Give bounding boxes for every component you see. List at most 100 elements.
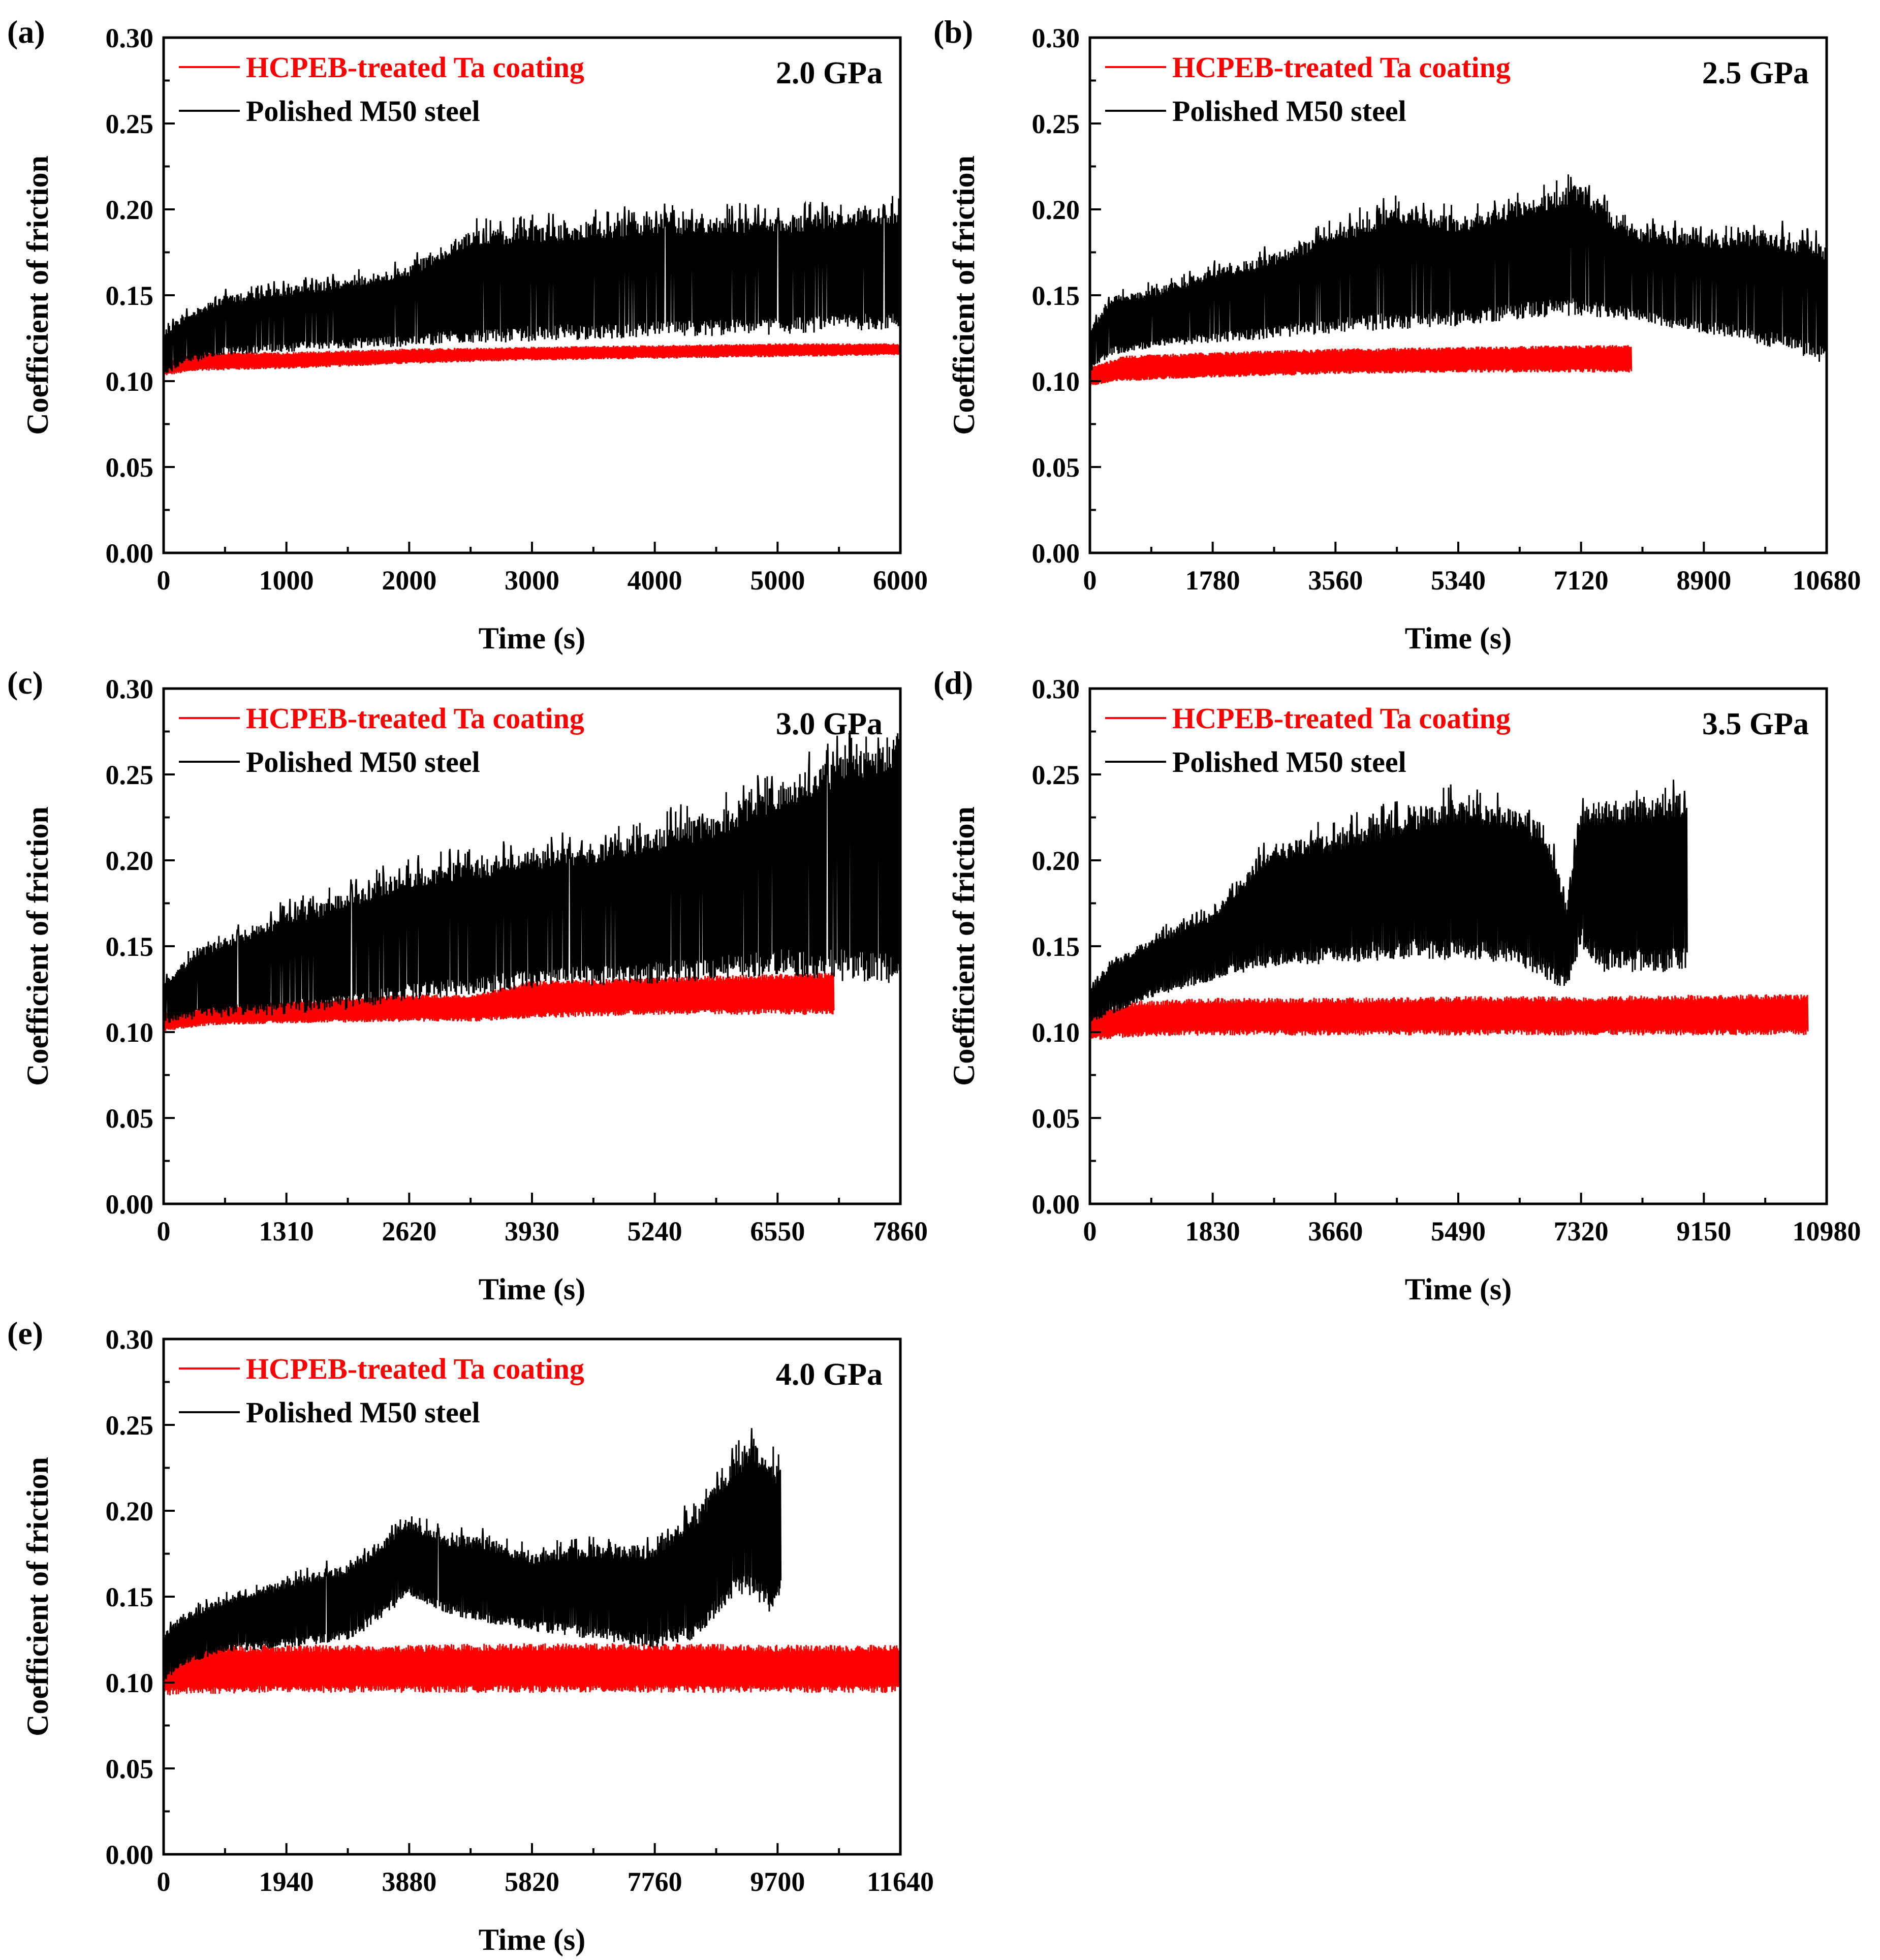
x-tick-label: 1780 bbox=[1185, 565, 1240, 596]
legend-label: HCPEB-treated Ta coating bbox=[1172, 51, 1511, 84]
y-tick-label: 0.15 bbox=[1032, 281, 1080, 311]
series-line-treated bbox=[163, 1642, 901, 1696]
series-line-steel bbox=[163, 196, 901, 374]
legend-label: HCPEB-treated Ta coating bbox=[246, 702, 584, 735]
pressure-annotation: 3.0 GPa bbox=[776, 707, 883, 741]
y-axis-label: Coefficient of friction bbox=[947, 806, 981, 1086]
x-tick-label: 0 bbox=[1083, 565, 1097, 596]
y-axis-label: Coefficient of friction bbox=[21, 806, 54, 1086]
y-tick-label: 0.05 bbox=[106, 1754, 154, 1784]
legend-label: Polished M50 steel bbox=[246, 1396, 480, 1429]
legend-label: Polished M50 steel bbox=[246, 745, 480, 779]
x-tick-label: 0 bbox=[1083, 1216, 1097, 1247]
panel-label: (e) bbox=[7, 1315, 43, 1351]
x-tick-label: 10980 bbox=[1793, 1216, 1861, 1247]
chart-panel-d: 0.00 0.05 0.10 0.15 0.20 0.25 0.30 0 1830 3660 549… bbox=[933, 665, 1861, 1306]
x-tick-label: 11640 bbox=[867, 1866, 934, 1897]
x-tick-label: 1830 bbox=[1185, 1216, 1240, 1247]
y-tick-label: 0.20 bbox=[106, 1496, 154, 1527]
y-tick-label: 0.30 bbox=[106, 23, 154, 53]
y-tick-label: 0.00 bbox=[106, 1189, 154, 1220]
legend-label: Polished M50 steel bbox=[246, 95, 480, 128]
y-axis-label: Coefficient of friction bbox=[21, 155, 54, 435]
x-tick-label: 8900 bbox=[1676, 565, 1731, 596]
y-tick-label: 0.00 bbox=[106, 1840, 154, 1870]
x-tick-label: 5490 bbox=[1431, 1216, 1486, 1247]
legend: HCPEB-treated Ta coating Polished M50 ste… bbox=[179, 1352, 584, 1429]
x-tick-label: 5820 bbox=[505, 1866, 559, 1897]
x-axis-label: Time (s) bbox=[1405, 621, 1512, 655]
x-tick-label: 7860 bbox=[873, 1216, 928, 1247]
series-line-steel bbox=[1089, 174, 1828, 372]
x-tick-label: 2620 bbox=[382, 1216, 436, 1247]
x-tick-label: 4000 bbox=[628, 565, 682, 596]
legend: HCPEB-treated Ta coating Polished M50 ste… bbox=[179, 51, 584, 128]
x-axis-label: Time (s) bbox=[479, 1923, 586, 1956]
x-axis-label: Time (s) bbox=[479, 621, 586, 655]
panel-label: (c) bbox=[7, 665, 43, 701]
x-tick-label: 3930 bbox=[505, 1216, 559, 1247]
x-axis-label: Time (s) bbox=[1405, 1272, 1512, 1306]
legend-label: HCPEB-treated Ta coating bbox=[246, 1352, 584, 1385]
chart-panel-c: 0.00 0.05 0.10 0.15 0.20 0.25 0.30 0 1310 2620 393… bbox=[7, 665, 928, 1306]
series-line-treated bbox=[1089, 994, 1809, 1040]
y-tick-label: 0.05 bbox=[1032, 452, 1080, 483]
y-tick-label: 0.10 bbox=[106, 1668, 154, 1698]
legend: HCPEB-treated Ta coating Polished M50 ste… bbox=[179, 702, 584, 779]
x-tick-label: 1000 bbox=[259, 565, 314, 596]
y-tick-label: 0.00 bbox=[106, 538, 154, 569]
x-axis-label: Time (s) bbox=[479, 1272, 586, 1306]
y-tick-label: 0.30 bbox=[106, 674, 154, 704]
x-tick-label: 3660 bbox=[1308, 1216, 1363, 1247]
x-tick-label: 3000 bbox=[505, 565, 559, 596]
legend-label: Polished M50 steel bbox=[1172, 745, 1406, 779]
y-tick-label: 0.05 bbox=[106, 452, 154, 483]
chart-panel-e: 0.00 0.05 0.10 0.15 0.20 0.25 0.30 0 1940 3880 582… bbox=[7, 1315, 934, 1956]
y-tick-label: 0.30 bbox=[1032, 674, 1080, 704]
x-tick-label: 5340 bbox=[1431, 565, 1486, 596]
x-tick-label: 1310 bbox=[259, 1216, 314, 1247]
x-tick-label: 3560 bbox=[1308, 565, 1363, 596]
pressure-annotation: 4.0 GPa bbox=[776, 1357, 883, 1392]
legend: HCPEB-treated Ta coating Polished M50 ste… bbox=[1105, 702, 1511, 779]
chart-panel-b: 0.00 0.05 0.10 0.15 0.20 0.25 0.30 0 1780 3560 534… bbox=[933, 14, 1861, 655]
y-tick-label: 0.20 bbox=[106, 195, 154, 225]
y-tick-label: 0.25 bbox=[106, 109, 154, 139]
x-tick-label: 1940 bbox=[259, 1866, 314, 1897]
legend-label: HCPEB-treated Ta coating bbox=[1172, 702, 1511, 735]
legend: HCPEB-treated Ta coating Polished M50 ste… bbox=[1105, 51, 1511, 128]
y-tick-label: 0.15 bbox=[106, 1582, 154, 1612]
x-tick-label: 0 bbox=[157, 1866, 171, 1897]
y-tick-label: 0.25 bbox=[106, 760, 154, 790]
y-tick-label: 0.15 bbox=[106, 281, 154, 311]
series-line-treated bbox=[1089, 345, 1633, 386]
x-tick-label: 6000 bbox=[873, 565, 928, 596]
x-tick-label: 10680 bbox=[1793, 565, 1861, 596]
x-tick-label: 7120 bbox=[1554, 565, 1609, 596]
y-tick-label: 0.10 bbox=[1032, 366, 1080, 397]
y-tick-label: 0.10 bbox=[106, 366, 154, 397]
pressure-annotation: 3.5 GPa bbox=[1702, 707, 1809, 741]
y-tick-label: 0.25 bbox=[1032, 760, 1080, 790]
y-tick-label: 0.30 bbox=[106, 1324, 154, 1355]
legend-label: Polished M50 steel bbox=[1172, 95, 1406, 128]
legend-label: HCPEB-treated Ta coating bbox=[246, 51, 584, 84]
x-tick-label: 9700 bbox=[750, 1866, 805, 1897]
series-line-treated bbox=[163, 343, 901, 376]
x-tick-label: 0 bbox=[157, 565, 171, 596]
x-tick-label: 5000 bbox=[750, 565, 805, 596]
panel-label: (a) bbox=[7, 14, 45, 50]
y-axis-label: Coefficient of friction bbox=[947, 155, 981, 435]
pressure-annotation: 2.5 GPa bbox=[1702, 56, 1809, 90]
x-tick-label: 3880 bbox=[382, 1866, 436, 1897]
y-tick-label: 0.10 bbox=[1032, 1017, 1080, 1048]
series-line-steel bbox=[1089, 780, 1688, 1021]
y-tick-label: 0.20 bbox=[1032, 846, 1080, 876]
y-tick-label: 0.15 bbox=[1032, 931, 1080, 962]
y-tick-label: 0.05 bbox=[106, 1103, 154, 1134]
x-tick-label: 7760 bbox=[628, 1866, 682, 1897]
x-tick-label: 0 bbox=[157, 1216, 171, 1247]
y-tick-label: 0.00 bbox=[1032, 538, 1080, 569]
y-tick-label: 0.25 bbox=[1032, 109, 1080, 139]
